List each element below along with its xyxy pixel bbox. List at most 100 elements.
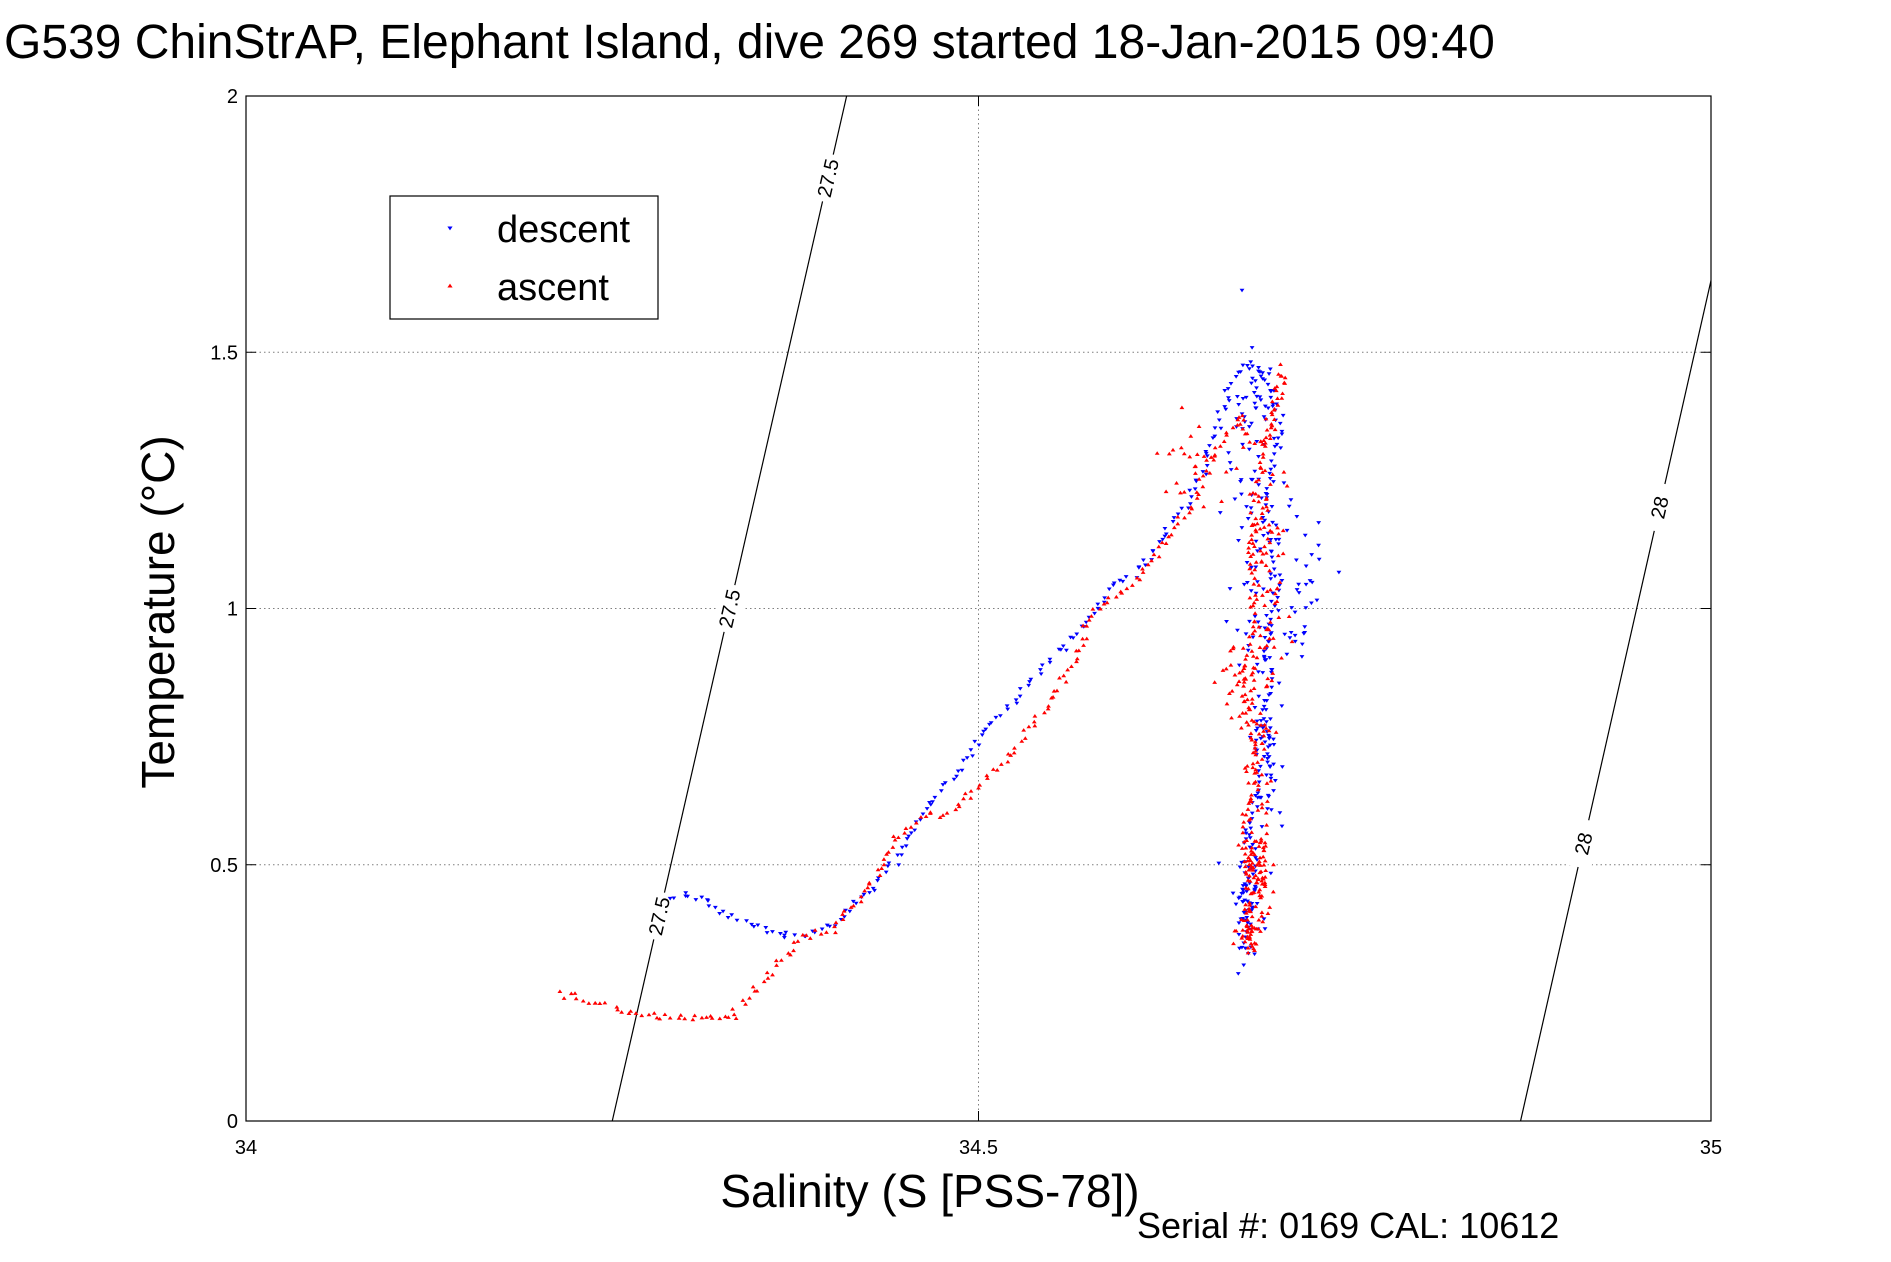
data-point <box>1265 807 1270 811</box>
data-point <box>1276 372 1281 376</box>
data-point <box>1278 362 1283 366</box>
data-point <box>1246 873 1252 878</box>
data-point <box>1252 379 1258 383</box>
data-point <box>1196 477 1202 481</box>
data-point <box>749 922 755 927</box>
data-point <box>1261 587 1266 592</box>
data-point <box>1245 364 1250 368</box>
data-point <box>1270 636 1276 640</box>
data-point <box>1174 480 1179 485</box>
data-point <box>899 853 905 857</box>
data-point <box>1249 718 1255 722</box>
data-point <box>1264 613 1269 618</box>
data-point <box>586 1001 592 1005</box>
data-point <box>1243 632 1249 637</box>
data-point <box>1137 577 1143 582</box>
data-point <box>985 776 990 780</box>
data-point <box>1255 580 1260 584</box>
data-point <box>1272 407 1277 411</box>
data-point <box>1264 493 1270 497</box>
data-point <box>1145 562 1151 567</box>
data-point <box>1188 434 1194 438</box>
data-point <box>1255 549 1260 554</box>
data-point <box>1256 369 1261 374</box>
data-point <box>920 812 926 817</box>
data-point <box>1240 646 1246 650</box>
data-point <box>1239 936 1245 940</box>
data-point <box>1235 972 1241 976</box>
data-point <box>840 912 845 916</box>
data-point <box>1268 425 1274 430</box>
data-point <box>1276 609 1281 613</box>
data-point <box>1226 396 1231 400</box>
data-point <box>1163 532 1169 537</box>
data-point <box>1263 416 1269 421</box>
data-point <box>1241 680 1247 684</box>
data-point <box>1008 753 1014 757</box>
y-tick-label: 2 <box>227 86 238 108</box>
data-point <box>1247 619 1252 624</box>
data-point <box>886 850 891 854</box>
data-point <box>1260 371 1266 375</box>
data-point <box>1246 833 1252 837</box>
data-point <box>1263 708 1269 712</box>
data-point <box>818 932 824 936</box>
data-point <box>1136 565 1142 569</box>
data-point <box>833 930 838 935</box>
data-point <box>951 777 957 782</box>
data-point <box>1282 375 1288 380</box>
data-point <box>1258 439 1264 444</box>
grid-lines <box>246 96 1711 1121</box>
data-point <box>1259 825 1265 829</box>
data-point <box>972 739 978 744</box>
data-point <box>1244 653 1250 657</box>
data-point <box>940 813 946 817</box>
data-point <box>1028 677 1034 682</box>
data-point <box>872 888 877 893</box>
data-point <box>1245 934 1250 939</box>
data-point <box>1225 387 1231 391</box>
data-point <box>1268 587 1273 592</box>
data-point <box>1255 620 1261 625</box>
data-point <box>1090 607 1096 611</box>
data-point <box>1266 755 1272 759</box>
data-point <box>1267 743 1273 748</box>
data-point <box>1246 722 1251 727</box>
data-point <box>976 743 982 748</box>
data-point <box>1097 606 1103 611</box>
data-point <box>875 867 881 872</box>
data-point <box>1246 540 1252 545</box>
data-point <box>1272 386 1278 390</box>
data-point <box>1265 745 1271 749</box>
data-point <box>1242 663 1248 668</box>
data-point <box>761 979 767 984</box>
data-point <box>1256 494 1262 498</box>
data-point <box>1252 619 1258 624</box>
data-point <box>1249 701 1255 705</box>
data-point <box>1268 537 1274 542</box>
data-point <box>1268 778 1274 783</box>
data-point <box>699 1015 705 1020</box>
data-point <box>1270 404 1276 409</box>
data-point <box>875 879 880 883</box>
data-point <box>1254 721 1260 726</box>
data-point <box>918 818 923 822</box>
data-point <box>1255 876 1261 881</box>
data-point <box>734 918 740 923</box>
data-point <box>1261 747 1267 751</box>
data-point <box>1252 952 1257 957</box>
data-point <box>1227 691 1232 695</box>
data-point <box>1201 504 1207 509</box>
data-point <box>1038 672 1044 677</box>
data-point <box>1264 822 1270 827</box>
data-point <box>1262 874 1268 879</box>
data-point <box>1212 445 1218 450</box>
data-point <box>827 924 833 929</box>
y-tick-label: 1.5 <box>210 342 238 364</box>
data-point <box>979 733 985 738</box>
data-point <box>1249 523 1255 528</box>
data-point <box>743 1002 748 1006</box>
data-point <box>1258 839 1264 843</box>
data-point <box>1256 477 1262 482</box>
